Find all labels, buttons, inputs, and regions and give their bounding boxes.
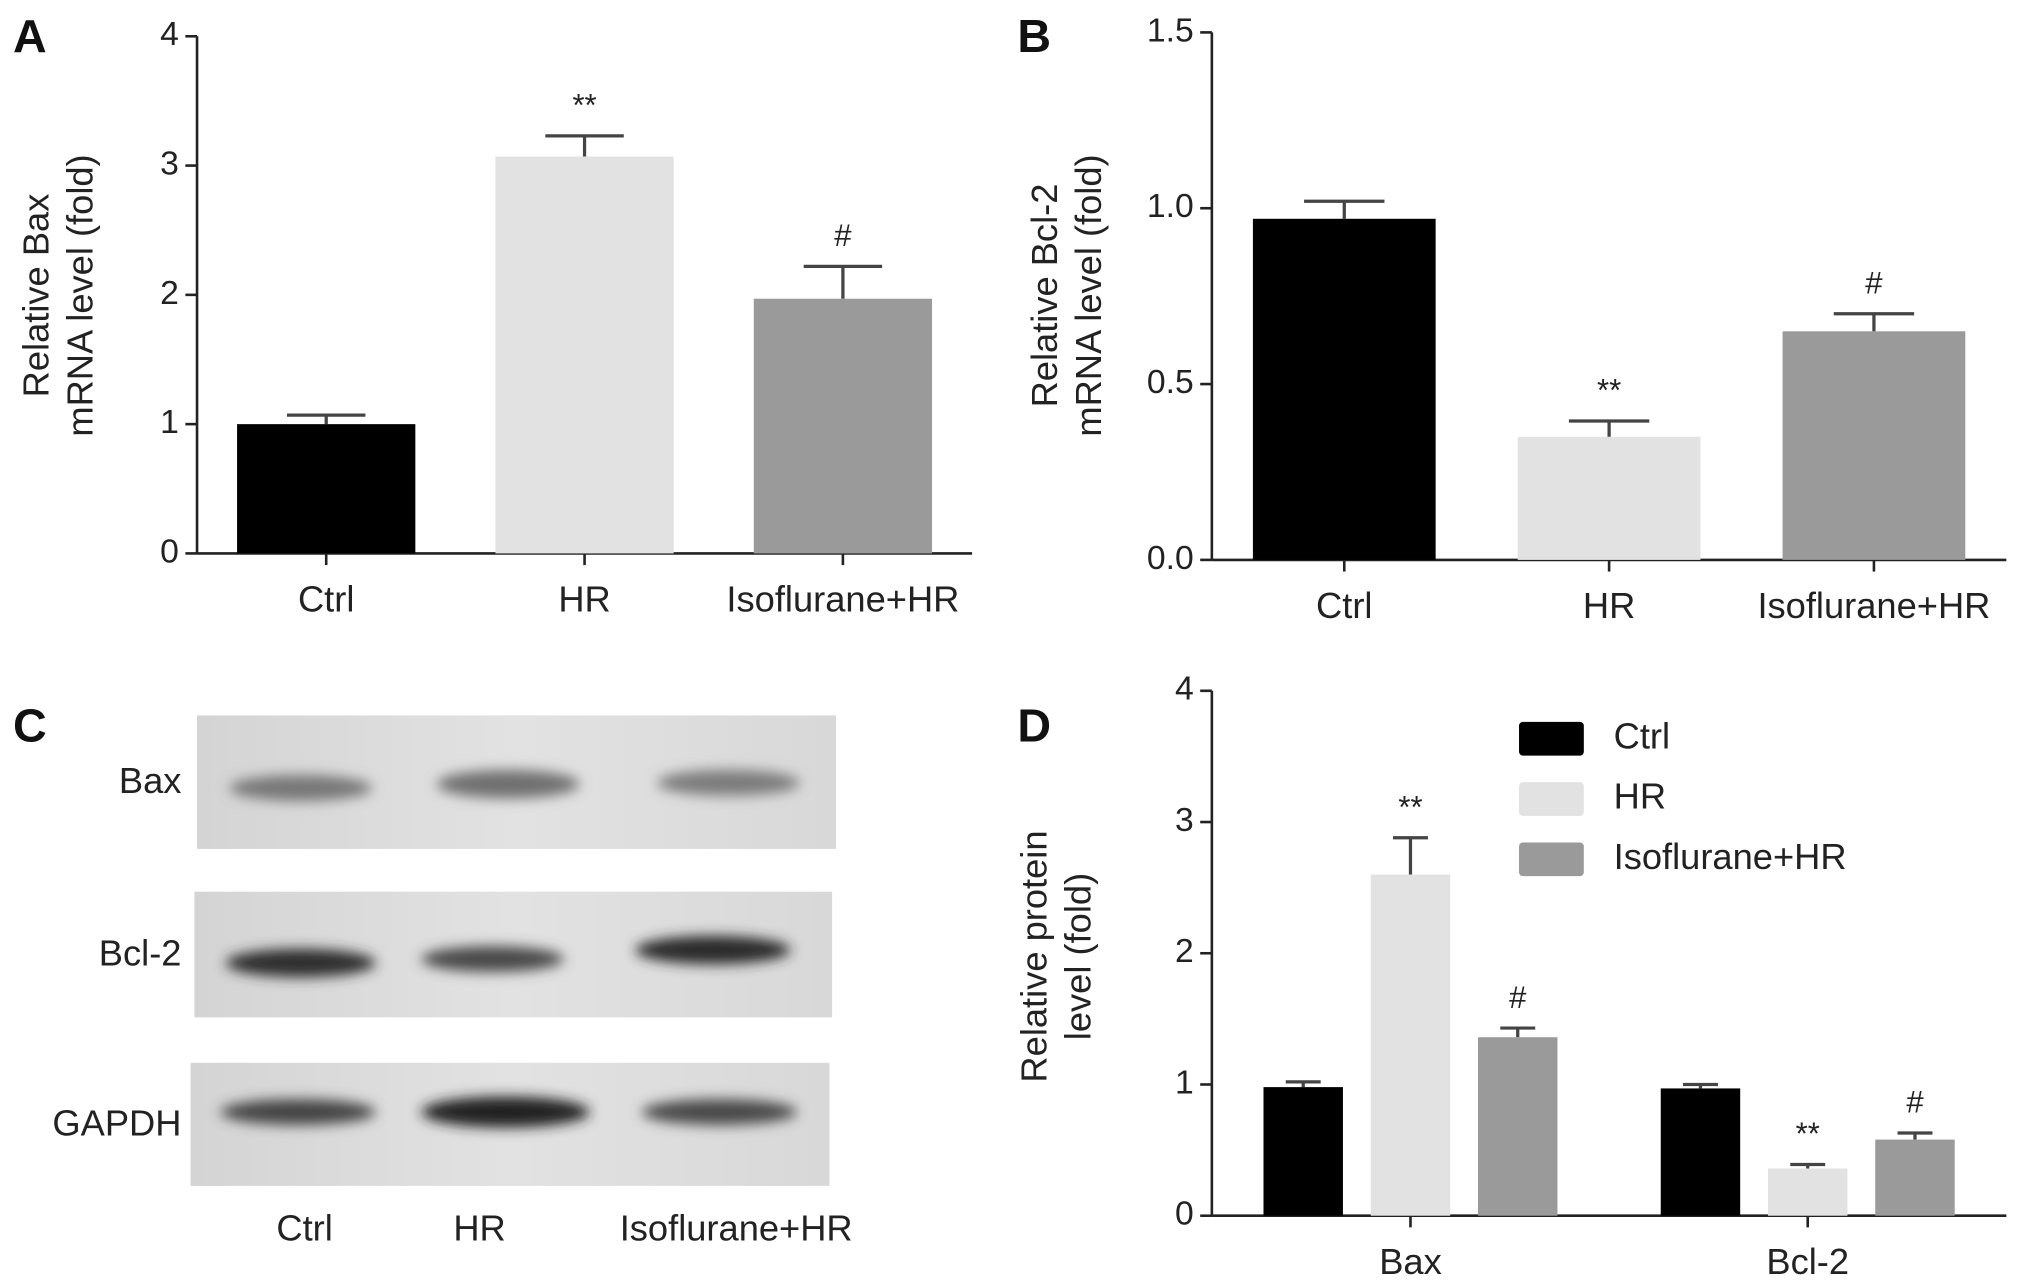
y-tick-label: 0.5 <box>1147 364 1194 401</box>
y-tick-label: 1.0 <box>1147 188 1194 225</box>
lane-label: Isoflurane+HR <box>620 1207 853 1248</box>
error-bar <box>1392 836 1428 875</box>
legend-label: Isoflurane+HR <box>1614 836 1847 877</box>
row-label: GAPDH <box>52 1102 181 1143</box>
x-tick-label: HR <box>558 579 610 620</box>
x-tick-label: Isoflurane+HR <box>1757 585 1990 626</box>
y-axis-label: level (fold) <box>1058 873 1099 1040</box>
significance-mark: # <box>1509 980 1527 1015</box>
x-tick-label: Ctrl <box>1316 585 1372 626</box>
significance-mark: ** <box>572 88 596 123</box>
bar <box>1782 331 1966 560</box>
lane-label: Ctrl <box>276 1207 332 1248</box>
x-tick-label: Isoflurane+HR <box>726 579 959 620</box>
y-tick-label: 3 <box>1175 802 1194 839</box>
bar <box>1478 1037 1558 1216</box>
bar <box>1252 218 1436 560</box>
panel-letter: B <box>1017 10 1051 62</box>
error-bar <box>1568 419 1650 437</box>
y-tick-label: 2 <box>160 275 179 312</box>
error-bar <box>1285 1080 1321 1088</box>
error-bar <box>803 264 883 299</box>
x-tick-label: HR <box>1583 585 1635 626</box>
significance-mark: # <box>1865 265 1883 300</box>
y-tick-label: 0.0 <box>1147 540 1194 577</box>
y-tick-label: 4 <box>1175 671 1194 708</box>
legend-swatch <box>1519 842 1584 877</box>
significance-mark: # <box>1906 1085 1924 1120</box>
error-bar <box>1682 1082 1718 1089</box>
bar <box>1517 436 1701 560</box>
y-tick-label: 1 <box>160 404 179 441</box>
bar <box>495 156 674 554</box>
panel-letter: C <box>13 699 47 751</box>
bar <box>1370 874 1451 1216</box>
y-tick-label: 0 <box>1175 1196 1194 1233</box>
error-bar <box>1790 1162 1826 1169</box>
x-tick-label: Bax <box>1379 1241 1442 1282</box>
bar <box>1660 1088 1741 1216</box>
x-tick-label: Ctrl <box>298 579 354 620</box>
significance-mark: ** <box>1597 373 1621 408</box>
y-tick-label: 2 <box>1175 933 1194 970</box>
error-bar <box>1500 1026 1536 1038</box>
row-label: Bcl-2 <box>99 933 182 974</box>
panel-letter: D <box>1017 699 1051 751</box>
bar <box>753 298 933 554</box>
y-axis-label: mRNA level (fold) <box>1068 154 1109 436</box>
y-tick-label: 3 <box>160 145 179 182</box>
significance-mark: ** <box>1796 1116 1820 1151</box>
lane-label: HR <box>453 1207 505 1248</box>
significance-mark: # <box>834 218 852 253</box>
y-axis-label: Relative protein <box>1013 830 1054 1082</box>
y-tick-label: 4 <box>160 16 179 53</box>
error-bar <box>1833 312 1915 332</box>
bar <box>1767 1168 1848 1216</box>
error-bar <box>545 134 624 157</box>
y-axis-label: Relative Bcl-2 <box>1024 184 1065 408</box>
bar <box>1875 1139 1955 1216</box>
bands <box>220 769 800 1128</box>
error-bar <box>1304 199 1385 219</box>
legend-swatch <box>1519 721 1584 756</box>
y-axis-label: Relative Bax <box>16 194 57 398</box>
significance-mark: ** <box>1398 789 1422 824</box>
y-tick-label: 1 <box>1175 1064 1194 1101</box>
legend-swatch <box>1519 782 1584 816</box>
row-label: Bax <box>119 760 182 801</box>
error-bar <box>1897 1131 1933 1140</box>
y-tick-label: 0 <box>160 533 179 570</box>
legend-label: Ctrl <box>1614 715 1670 756</box>
x-tick-label: Bcl-2 <box>1766 1241 1849 1282</box>
y-tick-label: 1.5 <box>1147 12 1194 49</box>
panel-letter: A <box>13 10 47 62</box>
bar <box>1263 1087 1343 1216</box>
y-axis-label: mRNA level (fold) <box>60 154 101 436</box>
legend-label: HR <box>1614 776 1666 817</box>
error-bar <box>286 413 366 425</box>
bar <box>237 424 416 554</box>
blot: C Bax Bcl-2 GAPDH Ctrl HR Isoflurane+HR <box>13 699 853 1248</box>
